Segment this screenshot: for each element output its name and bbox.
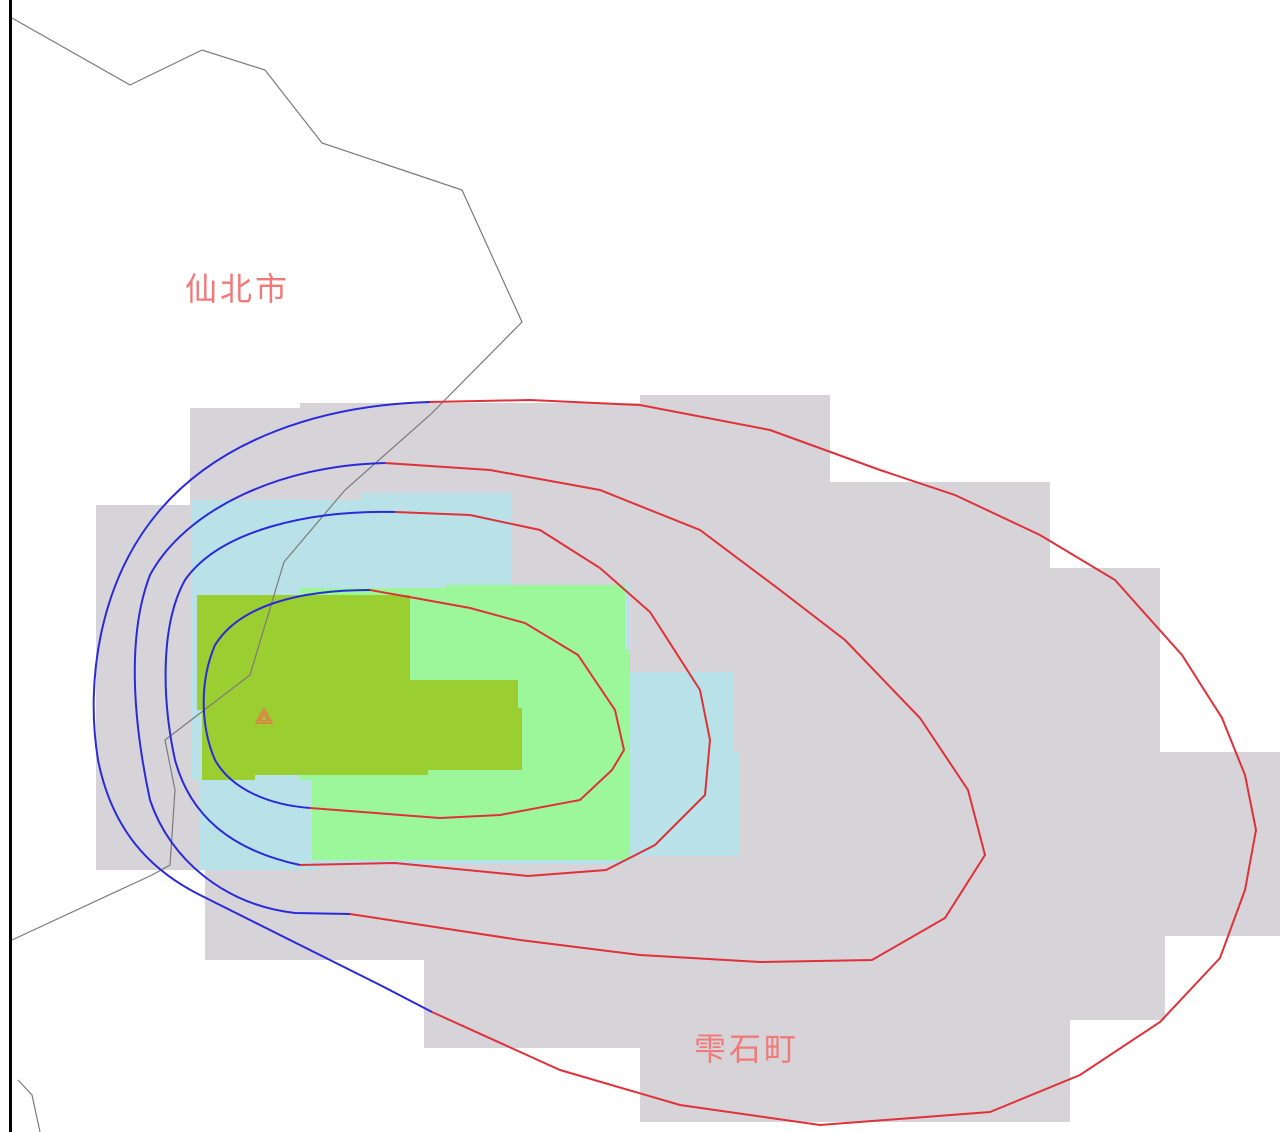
place-label-shizukuishi: 雫石町 <box>694 1030 799 1068</box>
ash-contour-1-upwind <box>202 589 371 809</box>
place-label-senboku: 仙北市 <box>185 270 290 308</box>
ash-contour-4-upwind <box>92 401 433 1013</box>
map-frame-left <box>9 0 12 1132</box>
ash-contour-3-upwind <box>133 462 386 915</box>
ash-contour-4-downwind <box>429 398 1258 1127</box>
ash-contour-2-upwind <box>164 510 396 866</box>
ash-contour-2-downwind <box>299 511 712 878</box>
ash-contour-3-downwind <box>349 462 987 964</box>
ash-contour-1-downwind <box>309 589 626 820</box>
municipal-boundary-line <box>11 17 523 941</box>
municipal-boundary-line-corner <box>17 1079 41 1132</box>
volcano-vent-triangle-icon <box>254 707 274 724</box>
hazard-zone-core <box>197 595 522 780</box>
